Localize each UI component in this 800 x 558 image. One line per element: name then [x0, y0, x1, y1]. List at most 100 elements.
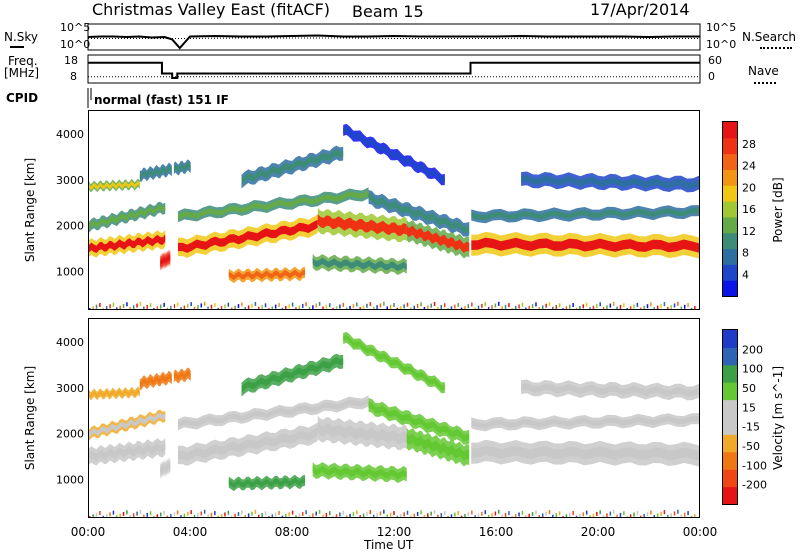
speckle: [268, 516, 270, 517]
speckle: [596, 304, 598, 308]
speckle: [691, 516, 693, 517]
speckle: [410, 515, 412, 517]
power-cbar-label: Power [dB]: [771, 177, 785, 242]
speckle: [488, 515, 490, 517]
velocity-cbar-swatch: [723, 365, 737, 383]
speckle: [119, 306, 121, 309]
speckle: [508, 303, 510, 307]
speckle: [403, 304, 405, 308]
speckle: [383, 510, 385, 514]
speckle: [552, 307, 554, 309]
velocity-panel: [88, 318, 700, 518]
speckle: [468, 304, 470, 308]
speckle: [211, 513, 213, 517]
speckle: [359, 307, 361, 309]
speckle: [231, 515, 233, 517]
speckle: [393, 303, 395, 307]
speckle: [221, 306, 223, 309]
speckle: [244, 307, 246, 309]
speckle: [667, 515, 669, 517]
speckle: [640, 308, 642, 309]
y-tick-label: 1000: [56, 473, 84, 486]
power-cbar-tick: 12: [742, 225, 756, 238]
speckle: [424, 307, 426, 309]
speckle: [674, 511, 676, 515]
power-cbar-swatch: [723, 264, 737, 280]
speckle: [420, 510, 422, 514]
speckle: [312, 513, 314, 517]
speckle: [194, 307, 196, 309]
speckle: [545, 512, 547, 516]
velocity-cbar-label: Velocity [m s^-1]: [771, 366, 785, 470]
speckle: [691, 308, 693, 309]
speckle: [630, 514, 632, 517]
speckle: [528, 306, 530, 309]
speckle: [498, 302, 500, 306]
x-tick-label: 16:00: [479, 525, 514, 539]
speckle: [133, 513, 135, 517]
speckle: [647, 512, 649, 516]
speckle: [221, 514, 223, 517]
speckle: [512, 308, 514, 309]
speckle: [343, 511, 345, 515]
speckle: [454, 305, 456, 309]
speckle: [150, 303, 152, 307]
speckle: [522, 303, 524, 307]
speckle: [349, 514, 351, 517]
speckle: [681, 514, 683, 517]
speckle: [133, 305, 135, 309]
speckle: [461, 516, 463, 517]
speckle: [566, 514, 568, 517]
speckle: [336, 306, 338, 309]
speckle: [613, 302, 615, 306]
speckle: [528, 514, 530, 517]
speckle: [488, 307, 490, 309]
speckle: [126, 302, 128, 306]
power-cbar-tick: 20: [742, 181, 756, 194]
speckle: [572, 511, 574, 515]
speckle: [491, 513, 493, 517]
speckle: [457, 511, 459, 515]
speckle: [654, 307, 656, 309]
speckle: [647, 304, 649, 308]
speckle: [207, 306, 209, 309]
speckle: [326, 305, 328, 309]
speckle: [420, 302, 422, 306]
speckle: [670, 513, 672, 517]
speckle: [343, 303, 345, 307]
speckle: [305, 510, 307, 514]
speckle: [677, 302, 679, 306]
speckle: [386, 306, 388, 309]
speckle: [474, 515, 476, 517]
speckle: [373, 515, 375, 517]
power-cbar-swatch: [723, 138, 737, 154]
speckle: [603, 307, 605, 309]
speckle: [417, 512, 419, 516]
x-tick-label: 12:00: [377, 525, 412, 539]
speckle: [160, 513, 162, 517]
speckle: [315, 304, 317, 308]
speckle: [562, 308, 564, 309]
speckle: [299, 306, 301, 309]
speckle: [136, 512, 138, 516]
speckle: [522, 511, 524, 515]
speckle: [589, 307, 591, 309]
speckle: [319, 510, 321, 514]
speckle: [437, 307, 439, 309]
speckle: [180, 515, 182, 517]
speckle: [657, 306, 659, 309]
speckle: [606, 513, 608, 517]
speckle: [569, 513, 571, 517]
speckle: [217, 516, 219, 517]
speckle: [153, 308, 155, 309]
speckle: [424, 515, 426, 517]
speckle: [261, 513, 263, 517]
speckle: [535, 510, 537, 514]
speckle: [515, 306, 517, 309]
speckle: [187, 512, 189, 516]
speckle: [332, 516, 334, 517]
speckle: [532, 512, 534, 516]
speckle: [657, 514, 659, 517]
velocity-cbar-tick: -50: [742, 440, 760, 453]
